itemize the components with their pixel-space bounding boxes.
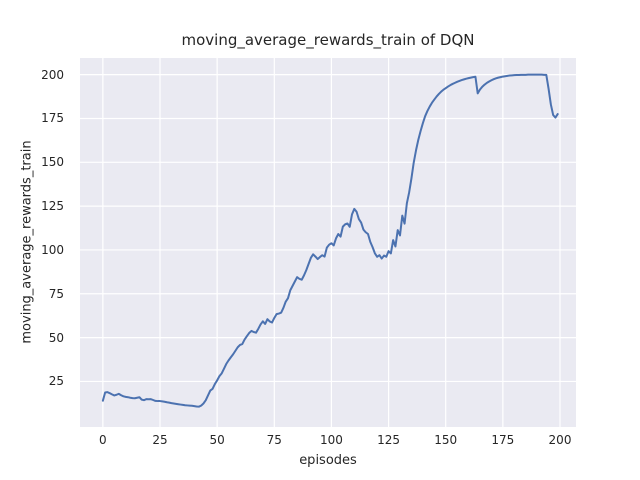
x-tick-label-150: 150 [434,433,458,447]
y-tick-label-200: 200 [41,67,64,82]
y-tick-label-25: 25 [48,374,64,389]
y-tick-label-100: 100 [41,242,64,257]
y-tick-label-75: 75 [48,286,64,301]
plot-area [80,58,576,427]
x-tick-label-175: 175 [491,433,515,447]
y-axis-label: moving_average_rewards_train [19,140,35,344]
y-tick-label-175: 175 [41,111,64,126]
x-tick-label-50: 50 [209,433,225,447]
chart-title: moving_average_rewards_train of DQN [181,31,475,49]
line-plot-svg [80,58,576,427]
x-tick-label-25: 25 [152,433,168,447]
x-tick-label-125: 125 [377,433,401,447]
x-tick-label-75: 75 [266,433,282,447]
y-tick-label-150: 150 [41,155,64,170]
x-tick-label-0: 0 [99,433,107,447]
x-axis-label: episodes [299,453,357,468]
series-line [101,73,559,408]
y-tick-label-125: 125 [41,199,64,214]
x-tick-label-200: 200 [548,433,572,447]
x-tick-label-100: 100 [319,433,343,447]
y-tick-label-50: 50 [48,330,64,345]
